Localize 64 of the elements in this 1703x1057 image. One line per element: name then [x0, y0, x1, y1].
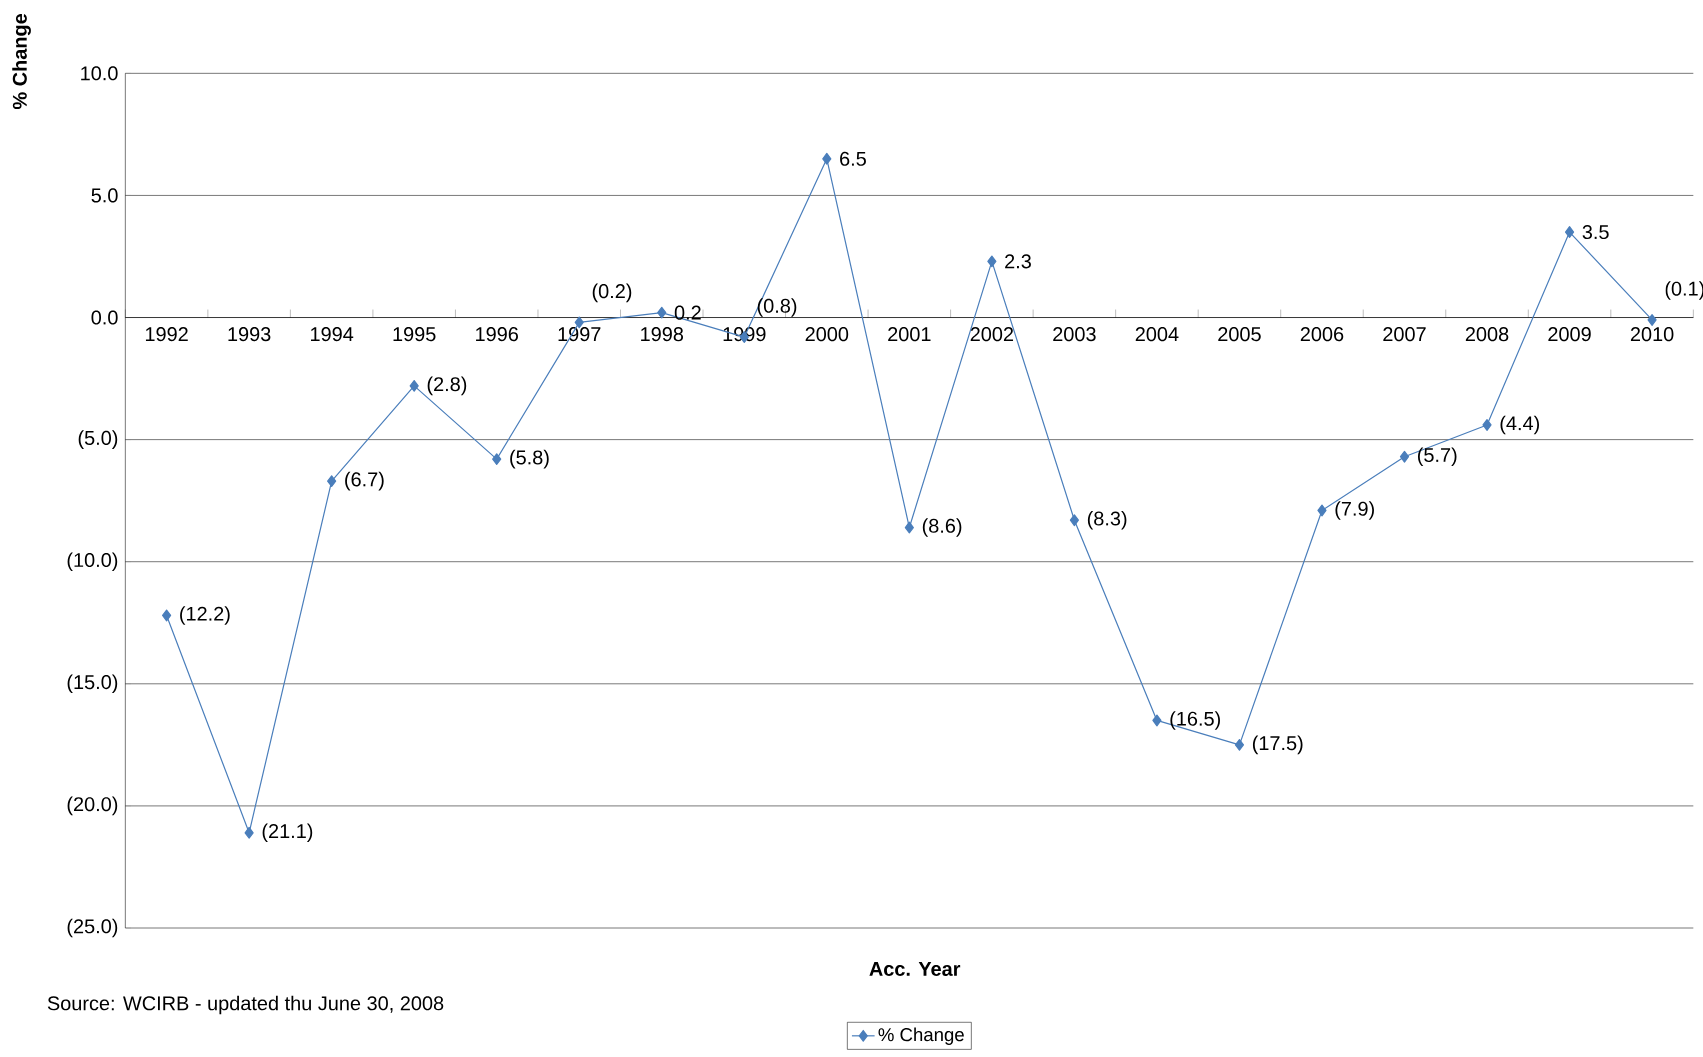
x-tick-label: 1994 — [311, 327, 354, 342]
point — [1399, 450, 1410, 463]
y-axis-title: % Change — [12, 13, 31, 110]
legend-label: % Change — [878, 1027, 964, 1045]
x-tick-label: 2002 — [970, 327, 1014, 342]
data-label: (5.8) — [510, 449, 549, 469]
point — [1482, 419, 1492, 431]
source-note: Source: WCIRB - updated thu June 30, 2008 — [47, 995, 444, 1015]
y-tick-label: (20.0) — [67, 796, 118, 816]
data-label: (8.3) — [1087, 510, 1127, 530]
point — [822, 152, 832, 165]
data-label: (12.2) — [180, 606, 230, 625]
data-label: 3.5 — [1582, 224, 1609, 240]
point — [244, 826, 254, 839]
x-tick-label: 2007 — [1383, 327, 1426, 342]
x-tick-label: 1993 — [228, 327, 271, 342]
point — [1069, 514, 1079, 527]
data-label: (5.7) — [1417, 447, 1457, 466]
data-label: (7.9) — [1335, 501, 1374, 520]
point — [1317, 504, 1327, 517]
x-tick-label: 2000 — [805, 327, 849, 342]
x-tick-label: 2006 — [1300, 327, 1344, 342]
x-tick-label: 2008 — [1465, 327, 1509, 342]
x-tick-label: 1996 — [476, 327, 518, 342]
data-label: 6.5 — [840, 151, 866, 166]
data-label: 2.3 — [1005, 254, 1031, 269]
data-label: (0.8) — [757, 298, 797, 317]
point — [409, 379, 419, 392]
y-tick-label: 5.0 — [91, 188, 118, 203]
data-label: (17.5) — [1252, 735, 1303, 755]
point — [987, 255, 997, 268]
y-tick-label: (10.0) — [67, 552, 118, 571]
x-tick-label: 1998 — [641, 327, 684, 342]
x-tick-label: 2005 — [1218, 327, 1261, 342]
point — [1152, 714, 1162, 727]
x-tick-label: 1995 — [393, 327, 436, 342]
x-tick-label: 2010 — [1630, 327, 1674, 342]
y-tick-label: 10.0 — [81, 66, 118, 81]
point — [327, 475, 337, 488]
point — [1564, 226, 1575, 238]
data-label: (16.5) — [1170, 711, 1220, 730]
x-tick-label: 1992 — [145, 327, 188, 342]
data-label: (8.6) — [922, 518, 962, 537]
point — [162, 609, 172, 622]
x-tick-label: 2004 — [1135, 327, 1179, 342]
x-axis-title: Acc. Year — [869, 962, 961, 976]
data-label: (4.4) — [1500, 415, 1540, 435]
y-tick-label: (5.0) — [78, 430, 118, 449]
point — [1647, 314, 1657, 326]
y-tick-label: (15.0) — [67, 674, 118, 694]
data-label: 0.2 — [674, 305, 701, 320]
y-tick-label: 0.0 — [91, 310, 118, 325]
x-tick-label: 2001 — [888, 327, 931, 342]
x-tick-label: 2003 — [1053, 327, 1096, 342]
point — [492, 453, 502, 466]
x-tick-label: 2009 — [1548, 327, 1591, 342]
data-label: (21.1) — [262, 823, 313, 843]
data-label: (2.8) — [427, 376, 467, 396]
point — [657, 306, 667, 319]
point — [1234, 738, 1245, 751]
data-label: (6.7) — [345, 471, 384, 491]
point — [904, 521, 914, 534]
y-tick-label: (25.0) — [67, 918, 118, 938]
data-label: (0.2) — [592, 283, 632, 303]
